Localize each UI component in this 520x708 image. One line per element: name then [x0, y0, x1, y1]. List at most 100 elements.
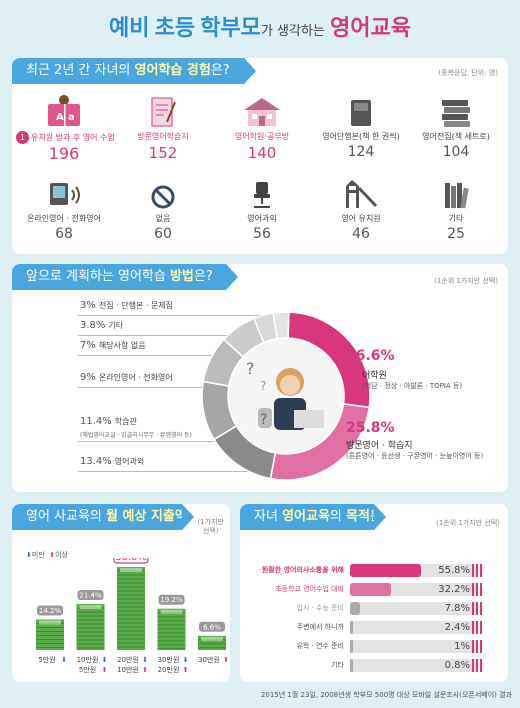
down-arrow-icon: ⬇: [102, 656, 108, 664]
plan-left-label: 11.4% 학습관: [80, 416, 137, 427]
experience-item: 영어전집(책 세트로) 104: [408, 94, 504, 160]
purpose-bar: [350, 659, 353, 672]
item-value: 152: [148, 144, 178, 162]
purpose-row: 입시 · 수능 준비 7.8%: [240, 602, 508, 615]
header-highlight: 방법: [169, 269, 194, 284]
purpose-stripes: [472, 564, 482, 577]
plan-right-label: 방문영어 · 학습지 (튼튼영어 · 윤선생 · 구몬영어 · 눈높이영어 등): [346, 438, 483, 461]
experience-panel: 최근 2년 간 자녀의 영어학습 경험은? (중복응답, 단위: 명) A a …: [12, 58, 508, 254]
purpose-track: [350, 659, 478, 672]
label: 온라인영어 · 전화영어: [98, 373, 173, 382]
none-icon: [115, 176, 211, 210]
experience-item: 없음 60: [115, 176, 211, 242]
down-arrow-icon: ⬇: [61, 656, 67, 664]
purpose-row: 주변에서 하니까 2.4%: [240, 621, 508, 634]
bar-label-bg: [158, 594, 185, 605]
header-highlight-2: 목적: [346, 509, 370, 524]
bar-tick-label: 30만원: [198, 655, 220, 664]
bar-tick-label: 30만원: [158, 655, 180, 664]
item-label: 온라인영어 · 전화영어: [27, 214, 101, 223]
spending-bar-chart: 14.2%5만원⬇21.4%10만원⬇5만원⬆38.6%20만원⬇10만원⬆19…: [36, 558, 229, 674]
label: 전집 · 단행본 · 문제집: [98, 301, 174, 310]
purpose-value: 32.2%: [438, 584, 470, 595]
sub: (청담 · 정상 · 아발론 · TOPIA 등): [362, 382, 463, 390]
plan-left-label: 7% 해당사항 없음: [80, 340, 146, 351]
title-part-4: 가 생각하는: [260, 24, 325, 39]
header-suffix: 은?: [193, 269, 213, 284]
up-arrow-icon: ⬆: [223, 656, 229, 664]
experience-note: (중복응답, 단위: 명): [438, 69, 498, 77]
item-label: 방문영어학습지: [137, 132, 189, 141]
purpose-panel: 자녀 영어교육의 목적은? (1순위 1가지만 선택) 원활한 영어의사소통을 …: [240, 504, 508, 682]
up-arrow-icon: ⬆: [49, 551, 56, 559]
title-part-2: 초등: [154, 16, 196, 41]
item-value: 25: [447, 226, 465, 242]
purpose-track: [350, 640, 478, 653]
purpose-row: 유학 · 연수 준비 1%: [240, 640, 508, 653]
purpose-row: 초등학교 영어수업 대비 32.2%: [240, 583, 508, 596]
purpose-stripes: [472, 659, 482, 672]
svg-text:?: ?: [260, 379, 266, 393]
plan-note: (1순위 1가지만 선택): [434, 277, 498, 285]
title-part-3: 학부모: [200, 16, 261, 41]
plan-left-label: 3.8% 기타: [80, 320, 123, 331]
rank-badge: 1: [16, 131, 29, 144]
purpose-value: 1%: [454, 641, 470, 652]
purpose-bar: [350, 621, 354, 634]
header-suffix: 은?: [210, 63, 230, 78]
bar-value-label: 6.6%: [203, 623, 221, 631]
svg-text:a: a: [68, 112, 75, 123]
spending-bar: [36, 619, 64, 650]
purpose-label: 입시 · 수능 준비: [296, 604, 344, 612]
bar-value-label: 21.4%: [79, 591, 102, 599]
experience-panel-header: 최근 2년 간 자녀의 영어학습 경험은?: [12, 58, 256, 84]
bar-label-bg: [113, 558, 149, 564]
plan-left-label: 3% 전집 · 단행본 · 문제집: [80, 300, 173, 311]
purpose-value: 55.8%: [438, 565, 470, 576]
up-arrow-icon: ⬆: [142, 666, 148, 674]
label: 해당사항 없음: [98, 341, 146, 350]
source-footer: 2015년 1월 23일, 2008년생 학부모 500명 대상 모바일 설문조…: [260, 691, 512, 699]
pct: 9%: [80, 372, 96, 383]
thinking-woman-icon: ? ? ?: [244, 354, 328, 442]
bar-tick-label: 10만원: [77, 655, 99, 664]
item-label: 영어학원·공부방: [234, 132, 290, 141]
purpose-stripes: [472, 583, 482, 596]
item-value: 56: [253, 226, 271, 242]
item-label: 영어과외: [247, 214, 277, 223]
experience-item: 영어단행본(책 한 권씩) 124: [313, 94, 409, 160]
experience-item: 기타 25: [408, 176, 504, 242]
spending-legend: ⬇미만 ⬆이상: [26, 550, 68, 560]
purpose-value: 0.8%: [444, 660, 470, 671]
purpose-panel-header: 자녀 영어교육의 목적은?: [240, 504, 389, 530]
bar-value-label: 38.6%: [115, 558, 147, 563]
bar-label-bg: [37, 605, 63, 616]
book-a-icon: A a: [16, 94, 112, 128]
chair-icon: [214, 176, 310, 210]
purpose-track: [350, 621, 478, 634]
bar-tick-label: 20만원: [117, 655, 139, 664]
item-label: 영어 유치원: [341, 214, 381, 223]
pct: 25.8%: [346, 420, 395, 436]
label: 기타: [108, 321, 124, 330]
purpose-value: 2.4%: [444, 622, 470, 633]
pct: 11.4%: [80, 416, 112, 427]
experience-item: 영어학원·공부방 140: [214, 94, 310, 162]
page-title: 예비 초등 학부모가 생각하는 영어교육: [0, 10, 520, 42]
header-mid: 의: [329, 509, 346, 524]
bar-tick-label: 5만원: [79, 665, 96, 674]
purpose-note: (1순위 1가지만 선택): [436, 519, 500, 527]
header-text: 자녀: [254, 509, 283, 524]
purpose-stripes: [472, 621, 482, 634]
playground-icon: [313, 176, 409, 210]
bar-value-label: 14.2%: [39, 607, 62, 615]
label: 영어과외: [114, 457, 145, 466]
svg-text:A: A: [56, 112, 64, 123]
purpose-label: 주변에서 하니까: [296, 623, 344, 631]
item-label: 유치원 방과 후 영어 수업: [31, 133, 115, 142]
spending-panel: 영어 사교육의 월 예상 지출액은? (1가지만 선택) ⬇미만 ⬆이상 14.…: [12, 504, 230, 682]
donut-slice: [272, 311, 290, 340]
bar-tick-label: 20만원: [158, 665, 180, 674]
title-part-1: 예비: [109, 16, 150, 41]
up-arrow-icon: ⬆: [102, 666, 108, 674]
